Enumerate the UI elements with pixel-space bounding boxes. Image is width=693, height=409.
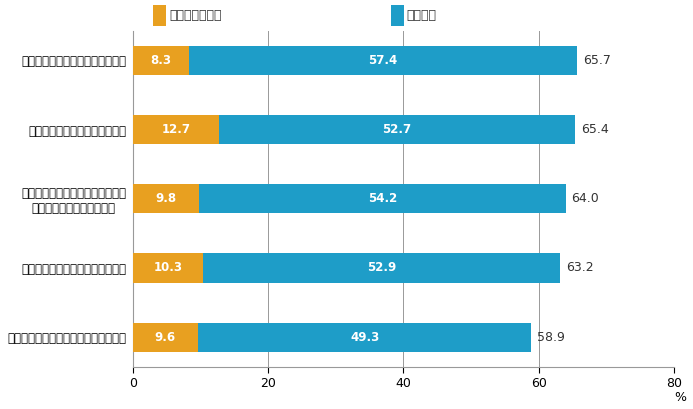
Text: 9.6: 9.6: [155, 331, 176, 344]
Bar: [133, 254, 202, 283]
Text: 54.2: 54.2: [368, 192, 397, 205]
Text: 10.3: 10.3: [153, 261, 182, 274]
Bar: [133, 115, 219, 144]
Text: 65.7: 65.7: [583, 54, 611, 67]
Text: 大いにそう思う: 大いにそう思う: [169, 9, 222, 22]
Bar: [133, 184, 199, 213]
Text: 52.9: 52.9: [367, 261, 396, 274]
Text: 49.3: 49.3: [350, 331, 379, 344]
FancyBboxPatch shape: [391, 5, 404, 25]
Bar: [202, 254, 561, 283]
Bar: [133, 323, 198, 352]
Bar: [198, 323, 532, 352]
Text: %: %: [674, 391, 686, 404]
Text: 12.7: 12.7: [161, 123, 191, 136]
FancyBboxPatch shape: [153, 5, 166, 25]
Bar: [189, 46, 577, 75]
Bar: [199, 184, 565, 213]
Bar: [219, 115, 575, 144]
Text: 58.9: 58.9: [537, 331, 565, 344]
Bar: [133, 46, 189, 75]
Text: 63.2: 63.2: [565, 261, 593, 274]
Text: 9.8: 9.8: [155, 192, 177, 205]
Text: 52.7: 52.7: [383, 123, 412, 136]
Text: 64.0: 64.0: [571, 192, 599, 205]
Text: 65.4: 65.4: [581, 123, 608, 136]
Text: 8.3: 8.3: [150, 54, 171, 67]
Text: 57.4: 57.4: [369, 54, 398, 67]
Text: そう思う: そう思う: [407, 9, 437, 22]
